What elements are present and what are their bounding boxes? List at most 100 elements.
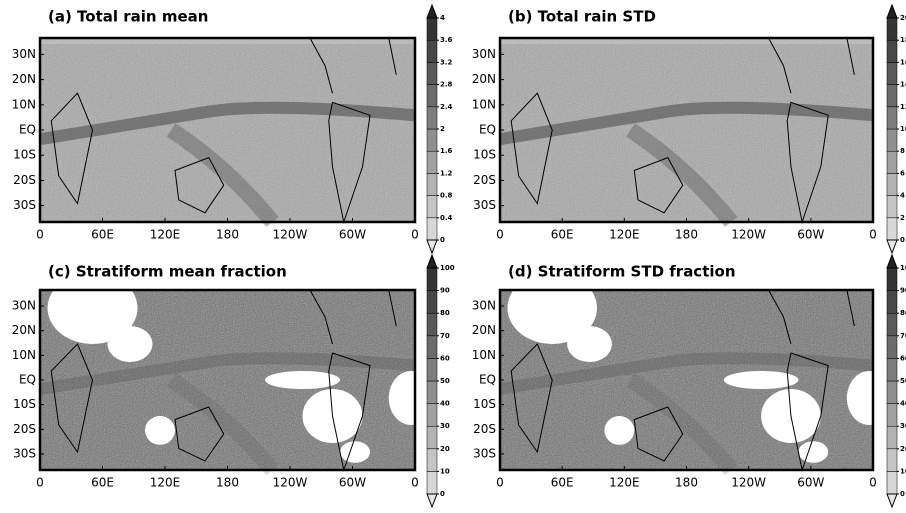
lat-label: 30S [13,446,36,460]
colorbar-label: 16 [900,58,906,66]
white-patch [604,416,635,445]
colorbar-label: 0.8 [440,192,453,200]
colorbar-segment [886,425,898,450]
colorbar-label: 20 [440,445,450,453]
lat-label: 30N [12,299,36,313]
lon-label: 0 [869,476,877,490]
map-panel: (c) Stratiform mean fraction 30N 20N 10N EQ 1… [12,253,455,509]
colorbar-segment [886,267,898,291]
white-patch [798,441,829,463]
coastline [510,343,553,454]
colorbar-arrow [426,253,438,269]
coastline [174,156,225,214]
colorbar-arrow [426,493,438,509]
colorbar-label: 1.6 [440,147,453,155]
coastline [50,92,94,205]
colorbar-segment [426,128,438,152]
colorbar-segment [426,17,438,41]
lon-label: 60E [91,476,114,490]
white-patch [107,326,153,362]
colorbar-label: 2 [900,214,905,222]
coastline [633,156,684,214]
lon-label: 180 [675,228,698,242]
lat-label: 10S [13,397,36,411]
colorbar-segment [886,195,898,219]
lat-label: 20S [473,173,496,187]
rain-band [626,123,738,228]
colorbar-label: 18 [900,36,906,44]
colorbar-label: 60 [900,354,906,362]
rain-band [166,123,279,228]
colorbar-segment [426,217,438,241]
colorbar-label: 0 [440,236,445,244]
rain-band [166,373,279,476]
white-patch [265,371,340,389]
colorbar-segment [426,290,438,314]
colorbar-segment [886,290,898,314]
colorbar-label: 0.4 [440,214,453,222]
colorbar-label: 30 [900,422,906,430]
lat-label: 20N [472,72,496,86]
panel-title: (a) Total rain mean [48,8,208,26]
lon-label: 120W [273,228,308,242]
colorbar-arrow [886,253,898,269]
colorbar-segment [886,62,898,85]
lat-label: 10S [473,397,496,411]
colorbar-segment [426,380,438,404]
colorbar-segment [886,358,898,382]
lat-label: 10S [13,148,36,162]
lon-label: 60E [551,228,574,242]
lat-label: 10N [12,348,36,362]
white-patch [567,326,612,362]
colorbar-label: 70 [440,332,450,340]
panel-title: (d) Stratiform STD fraction [508,263,736,281]
lon-label: 60W [797,476,824,490]
lat-label: EQ [479,373,496,387]
colorbar-label: 4 [440,14,445,22]
white-patch [846,371,892,425]
colorbar-label: 12 [900,103,906,111]
lat-label: 30S [473,446,496,460]
colorbar-segment [886,39,898,63]
colorbar-segment [426,173,438,196]
colorbar-label: 6 [900,169,905,177]
white-patch [723,371,799,389]
colorbar-label: 8 [900,147,905,155]
lat-label: 20N [12,72,36,86]
colorbar-label: 80 [900,309,906,317]
colorbar-label: 50 [900,377,906,385]
colorbar-segment [426,471,438,495]
colorbar-arrow [886,239,898,255]
colorbar-segment [426,62,438,85]
colorbar-label: 90 [900,287,906,295]
colorbar-label: 3.2 [440,58,453,66]
lat-label: 30N [472,299,496,313]
coastline [174,406,225,462]
lon-label: 180 [216,228,239,242]
lon-label: 0 [411,476,419,490]
coastline [768,37,792,94]
colorbar-segment [426,403,438,427]
colorbar-segment [886,471,898,495]
colorbar-segment [426,150,438,174]
lon-label: 0 [36,228,44,242]
lon-label: 120E [150,228,181,242]
coastline [510,92,553,205]
colorbar-label: 20 [900,14,906,22]
lat-label: EQ [19,123,36,137]
lon-label: 60W [339,228,366,242]
colorbar-label: 80 [440,309,450,317]
lat-label: 10N [472,348,496,362]
white-patch [340,441,370,463]
lat-label: 20N [12,323,36,337]
coastline [50,343,94,454]
lat-label: 20S [13,422,36,436]
colorbar-label: 14 [900,81,906,89]
lon-label: 0 [869,228,877,242]
colorbar-label: 90 [440,287,450,295]
map-strip [500,38,873,44]
rain-band [499,101,874,146]
colorbar-label: 100 [900,264,906,272]
lon-label: 180 [675,476,698,490]
